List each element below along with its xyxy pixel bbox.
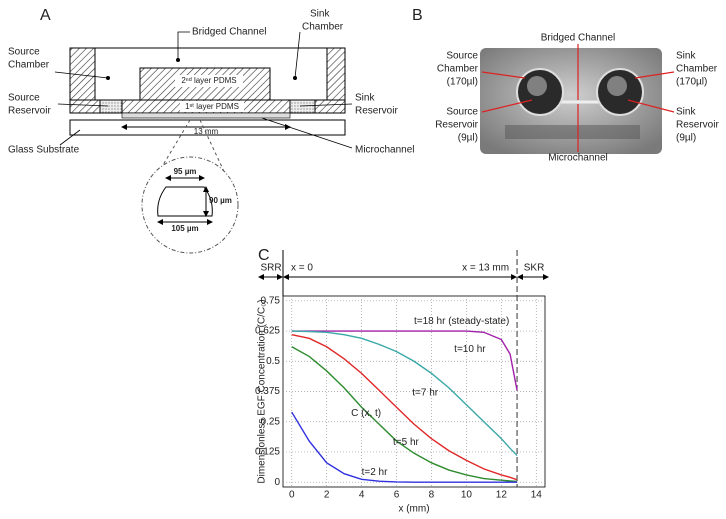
region-label: SRR — [260, 263, 281, 274]
highlight — [527, 76, 547, 96]
x-tick-label: 2 — [324, 490, 330, 501]
x-tick-label: 8 — [429, 490, 435, 501]
line — [291, 330, 518, 391]
y-tick-label: 0.25 — [261, 416, 281, 427]
line — [291, 411, 518, 483]
panel-letter: C — [258, 247, 270, 264]
label: 1ˢᵗ layer PDMS — [185, 102, 239, 111]
line — [291, 330, 518, 457]
label: Chamber — [437, 64, 479, 75]
panel-c: C 0 0.125 0.25 0.375 0.5 0.625 0.75 0 2 4 6 8 10 12 14… — [255, 247, 549, 515]
leader — [634, 71, 675, 79]
leader — [59, 129, 81, 146]
label: Reservoir — [8, 106, 51, 117]
label: 13 mm — [194, 127, 219, 136]
label: Source — [446, 51, 478, 62]
leader — [294, 31, 301, 79]
label: (9µl) — [458, 133, 478, 144]
label: Reservoir — [676, 120, 719, 131]
label-bg — [180, 101, 244, 112]
highlight — [607, 76, 627, 96]
reservoir — [289, 99, 316, 114]
panel-letter: A — [40, 7, 51, 24]
label: Source — [8, 47, 40, 58]
label: Microchannel — [355, 145, 414, 156]
label: 105 µm — [171, 224, 198, 233]
region-label: x = 0 — [291, 263, 313, 274]
cross-section — [157, 186, 213, 217]
wall — [326, 47, 346, 101]
leader — [261, 117, 353, 149]
panel-letter: B — [412, 7, 423, 24]
label: Bridged Channel — [541, 33, 616, 44]
base — [505, 125, 640, 139]
dot — [106, 76, 110, 80]
label: (170µl) — [447, 77, 478, 88]
label: 2ⁿᵈ layer PDMS — [181, 76, 236, 85]
region-label: x = 13 mm — [462, 263, 509, 274]
label: 95 µm — [174, 167, 197, 176]
leader — [57, 103, 109, 107]
leader — [627, 99, 675, 113]
microchannel — [121, 112, 291, 119]
leader — [481, 99, 533, 113]
x-tick-label: 14 — [531, 490, 543, 501]
series-label: t=5 hr — [393, 437, 420, 448]
y-tick-label: 0.625 — [255, 326, 280, 337]
series-label: t=18 hr (steady-state) — [414, 316, 509, 327]
layer-1 — [314, 99, 346, 114]
label: Chamber — [8, 60, 50, 71]
label: Glass Substrate — [8, 145, 80, 156]
label: 90 µm — [209, 196, 232, 205]
x-tick-label: 12 — [496, 490, 508, 501]
label: Source — [8, 93, 40, 104]
y-tick-label: 0.125 — [255, 447, 280, 458]
label: Bridged Channel — [192, 27, 267, 38]
label: Reservoir — [355, 106, 398, 117]
panel-b: B Bridged Channel Source Chamber (170µl)… — [412, 7, 719, 163]
leader — [54, 71, 109, 79]
label: Sink — [676, 51, 696, 62]
label: (170µl) — [676, 77, 707, 88]
reservoir — [99, 99, 123, 114]
layer-1 — [69, 99, 101, 114]
line — [291, 346, 518, 483]
x-tick-label: 4 — [359, 490, 365, 501]
panel-a: A 2ⁿᵈ layer PDMS 1ˢᵗ layer PDMS 13 mm Br… — [8, 7, 414, 254]
label: Sink — [355, 93, 375, 104]
y-tick-label: 0 — [274, 477, 280, 488]
y-tick-label: 0.375 — [255, 386, 280, 397]
series-label: t=7 hr — [412, 387, 439, 398]
leader — [481, 71, 526, 79]
label: (9µl) — [676, 133, 696, 144]
label-bg — [175, 75, 243, 87]
leader — [299, 103, 353, 107]
label: Microchannel — [548, 153, 607, 164]
y-tick-label: 0.75 — [261, 295, 281, 306]
x-tick-label: 10 — [461, 490, 473, 501]
series-label: t=2 hr — [362, 467, 389, 478]
x-tick-label: 6 — [394, 490, 400, 501]
label: Sink — [676, 107, 696, 118]
label: Source — [446, 107, 478, 118]
label: Chamber — [676, 64, 718, 75]
dot — [293, 76, 297, 80]
annotation: C (x, t) — [351, 408, 381, 419]
x-axis-label: x (mm) — [398, 504, 429, 515]
y-axis-label: Dimensionless EGF Concentration (C/C₀) — [257, 299, 268, 483]
y-tick-label: 0.5 — [266, 356, 280, 367]
dot — [176, 58, 180, 62]
label: Reservoir — [435, 120, 478, 131]
line — [291, 333, 518, 481]
series-label: t=10 hr — [454, 344, 486, 355]
x-tick-label: 0 — [289, 490, 295, 501]
region-label: SKR — [524, 263, 545, 274]
label: Sink — [310, 9, 330, 20]
leader — [177, 31, 190, 60]
label: Chamber — [302, 22, 344, 33]
